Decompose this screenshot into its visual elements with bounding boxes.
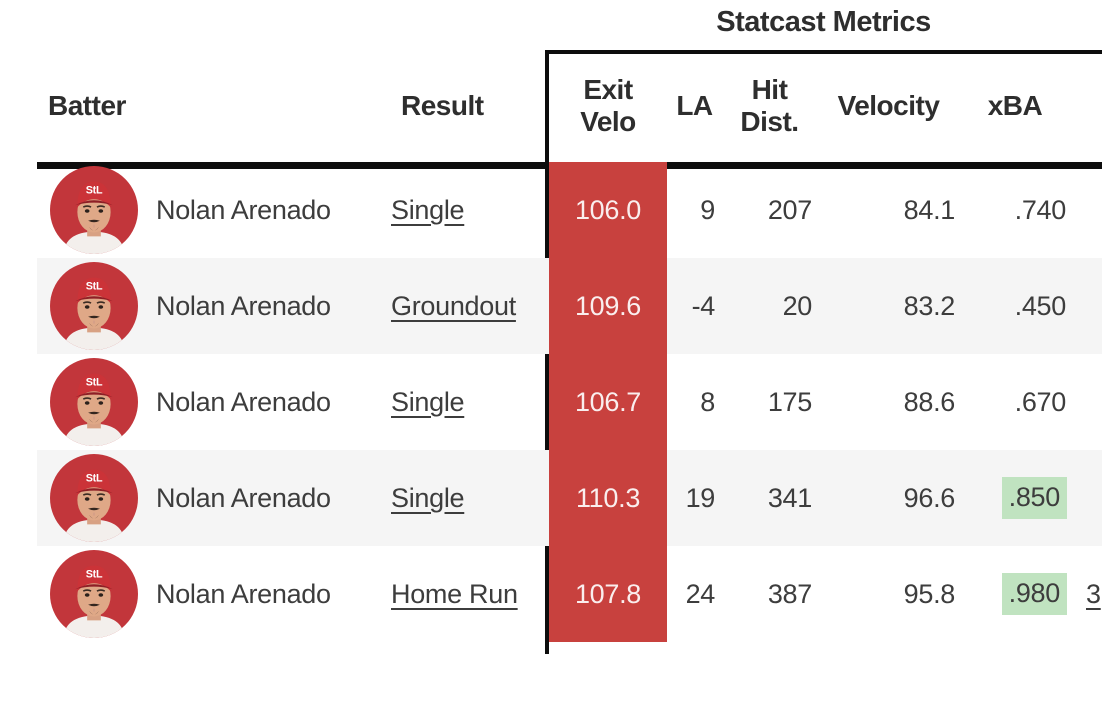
batter-name: Nolan Arenado: [156, 482, 331, 513]
xba-value: .740: [1014, 194, 1067, 225]
xba-value-highlighted: .980: [1001, 573, 1067, 615]
border-spacer: [545, 258, 549, 354]
xba-cell: .740: [960, 162, 1070, 258]
exit-velo-cell: 107.8: [549, 546, 667, 642]
la-cell: -4: [667, 258, 722, 354]
col-header-velocity: Velocity: [837, 90, 940, 121]
batter-cell: Nolan Arenado: [37, 546, 390, 642]
statcast-table: Batter Result Exit Velo LA Hit Dist. Vel…: [37, 50, 1102, 642]
result-link[interactable]: Single: [391, 386, 465, 417]
extra-cell: [1070, 258, 1102, 354]
exit-velo-cell: 106.7: [549, 354, 667, 450]
col-header-xba: xBA: [987, 90, 1043, 121]
hit-dist-cell: 20: [722, 258, 817, 354]
la-cell: 19: [667, 450, 722, 546]
xba-value: .450: [1014, 290, 1067, 321]
la-cell: 8: [700, 386, 715, 417]
col-header-exit-velo: Exit Velo: [580, 73, 636, 137]
velocity-cell: 96.6: [817, 450, 960, 546]
batter-cell: Nolan Arenado: [37, 258, 390, 354]
xba-cell: .670: [960, 354, 1070, 450]
hit-dist-cell: 175: [767, 386, 812, 417]
truncated-link[interactable]: 3: [1086, 578, 1101, 609]
batter-cell: Nolan Arenado: [37, 162, 390, 258]
result-cell: Single: [390, 354, 545, 450]
velocity-cell: 84.1: [903, 194, 956, 225]
border-spacer: [545, 450, 549, 546]
velocity-cell: 83.2: [817, 258, 960, 354]
xba-cell: .980: [960, 546, 1070, 642]
exit-velo-cell: 109.6: [549, 258, 667, 354]
result-link[interactable]: Groundout: [391, 290, 516, 321]
col-header-extra: [1070, 50, 1102, 162]
la-cell: 24: [685, 578, 716, 609]
xba-cell: .850: [960, 450, 1070, 546]
batter-cell: Nolan Arenado: [37, 450, 390, 546]
statcast-metrics-title: Statcast Metrics: [716, 6, 931, 38]
result-link[interactable]: Single: [391, 194, 465, 225]
col-header-hit-dist: Hit Dist.: [740, 73, 799, 137]
extra-cell: 3: [1070, 546, 1102, 642]
batter-cell: Nolan Arenado: [37, 354, 390, 450]
result-cell: Home Run: [390, 546, 545, 642]
result-cell: Groundout: [390, 258, 545, 354]
result-link[interactable]: Single: [391, 482, 465, 513]
result-cell: Single: [390, 162, 545, 258]
velocity-cell: 95.8: [903, 578, 956, 609]
xba-value: .670: [1014, 386, 1067, 417]
la-cell: 9: [700, 194, 715, 225]
col-header-batter: Batter: [48, 90, 126, 121]
hit-dist-cell: 387: [767, 578, 812, 609]
player-avatar: [50, 358, 138, 446]
result-link[interactable]: Home Run: [391, 578, 518, 609]
xba-value-highlighted: .850: [1001, 477, 1067, 519]
batter-name: Nolan Arenado: [156, 290, 331, 321]
exit-velo-cell: 106.0: [549, 162, 667, 258]
hit-dist-cell: 207: [767, 194, 812, 225]
batter-name: Nolan Arenado: [156, 578, 331, 609]
col-header-la: LA: [676, 90, 713, 121]
result-cell: Single: [390, 450, 545, 546]
player-avatar: [50, 454, 138, 542]
extra-cell: [1070, 162, 1102, 258]
extra-cell: [1070, 450, 1102, 546]
player-avatar: [50, 166, 138, 254]
extra-cell: [1070, 354, 1102, 450]
player-avatar: [50, 550, 138, 638]
hit-dist-cell: 341: [722, 450, 817, 546]
player-avatar: [50, 262, 138, 350]
xba-cell: .450: [960, 258, 1070, 354]
batter-name: Nolan Arenado: [156, 386, 331, 417]
exit-velo-cell: 110.3: [549, 450, 667, 546]
col-header-result: Result: [401, 90, 484, 121]
batter-name: Nolan Arenado: [156, 194, 331, 225]
velocity-cell: 88.6: [903, 386, 956, 417]
